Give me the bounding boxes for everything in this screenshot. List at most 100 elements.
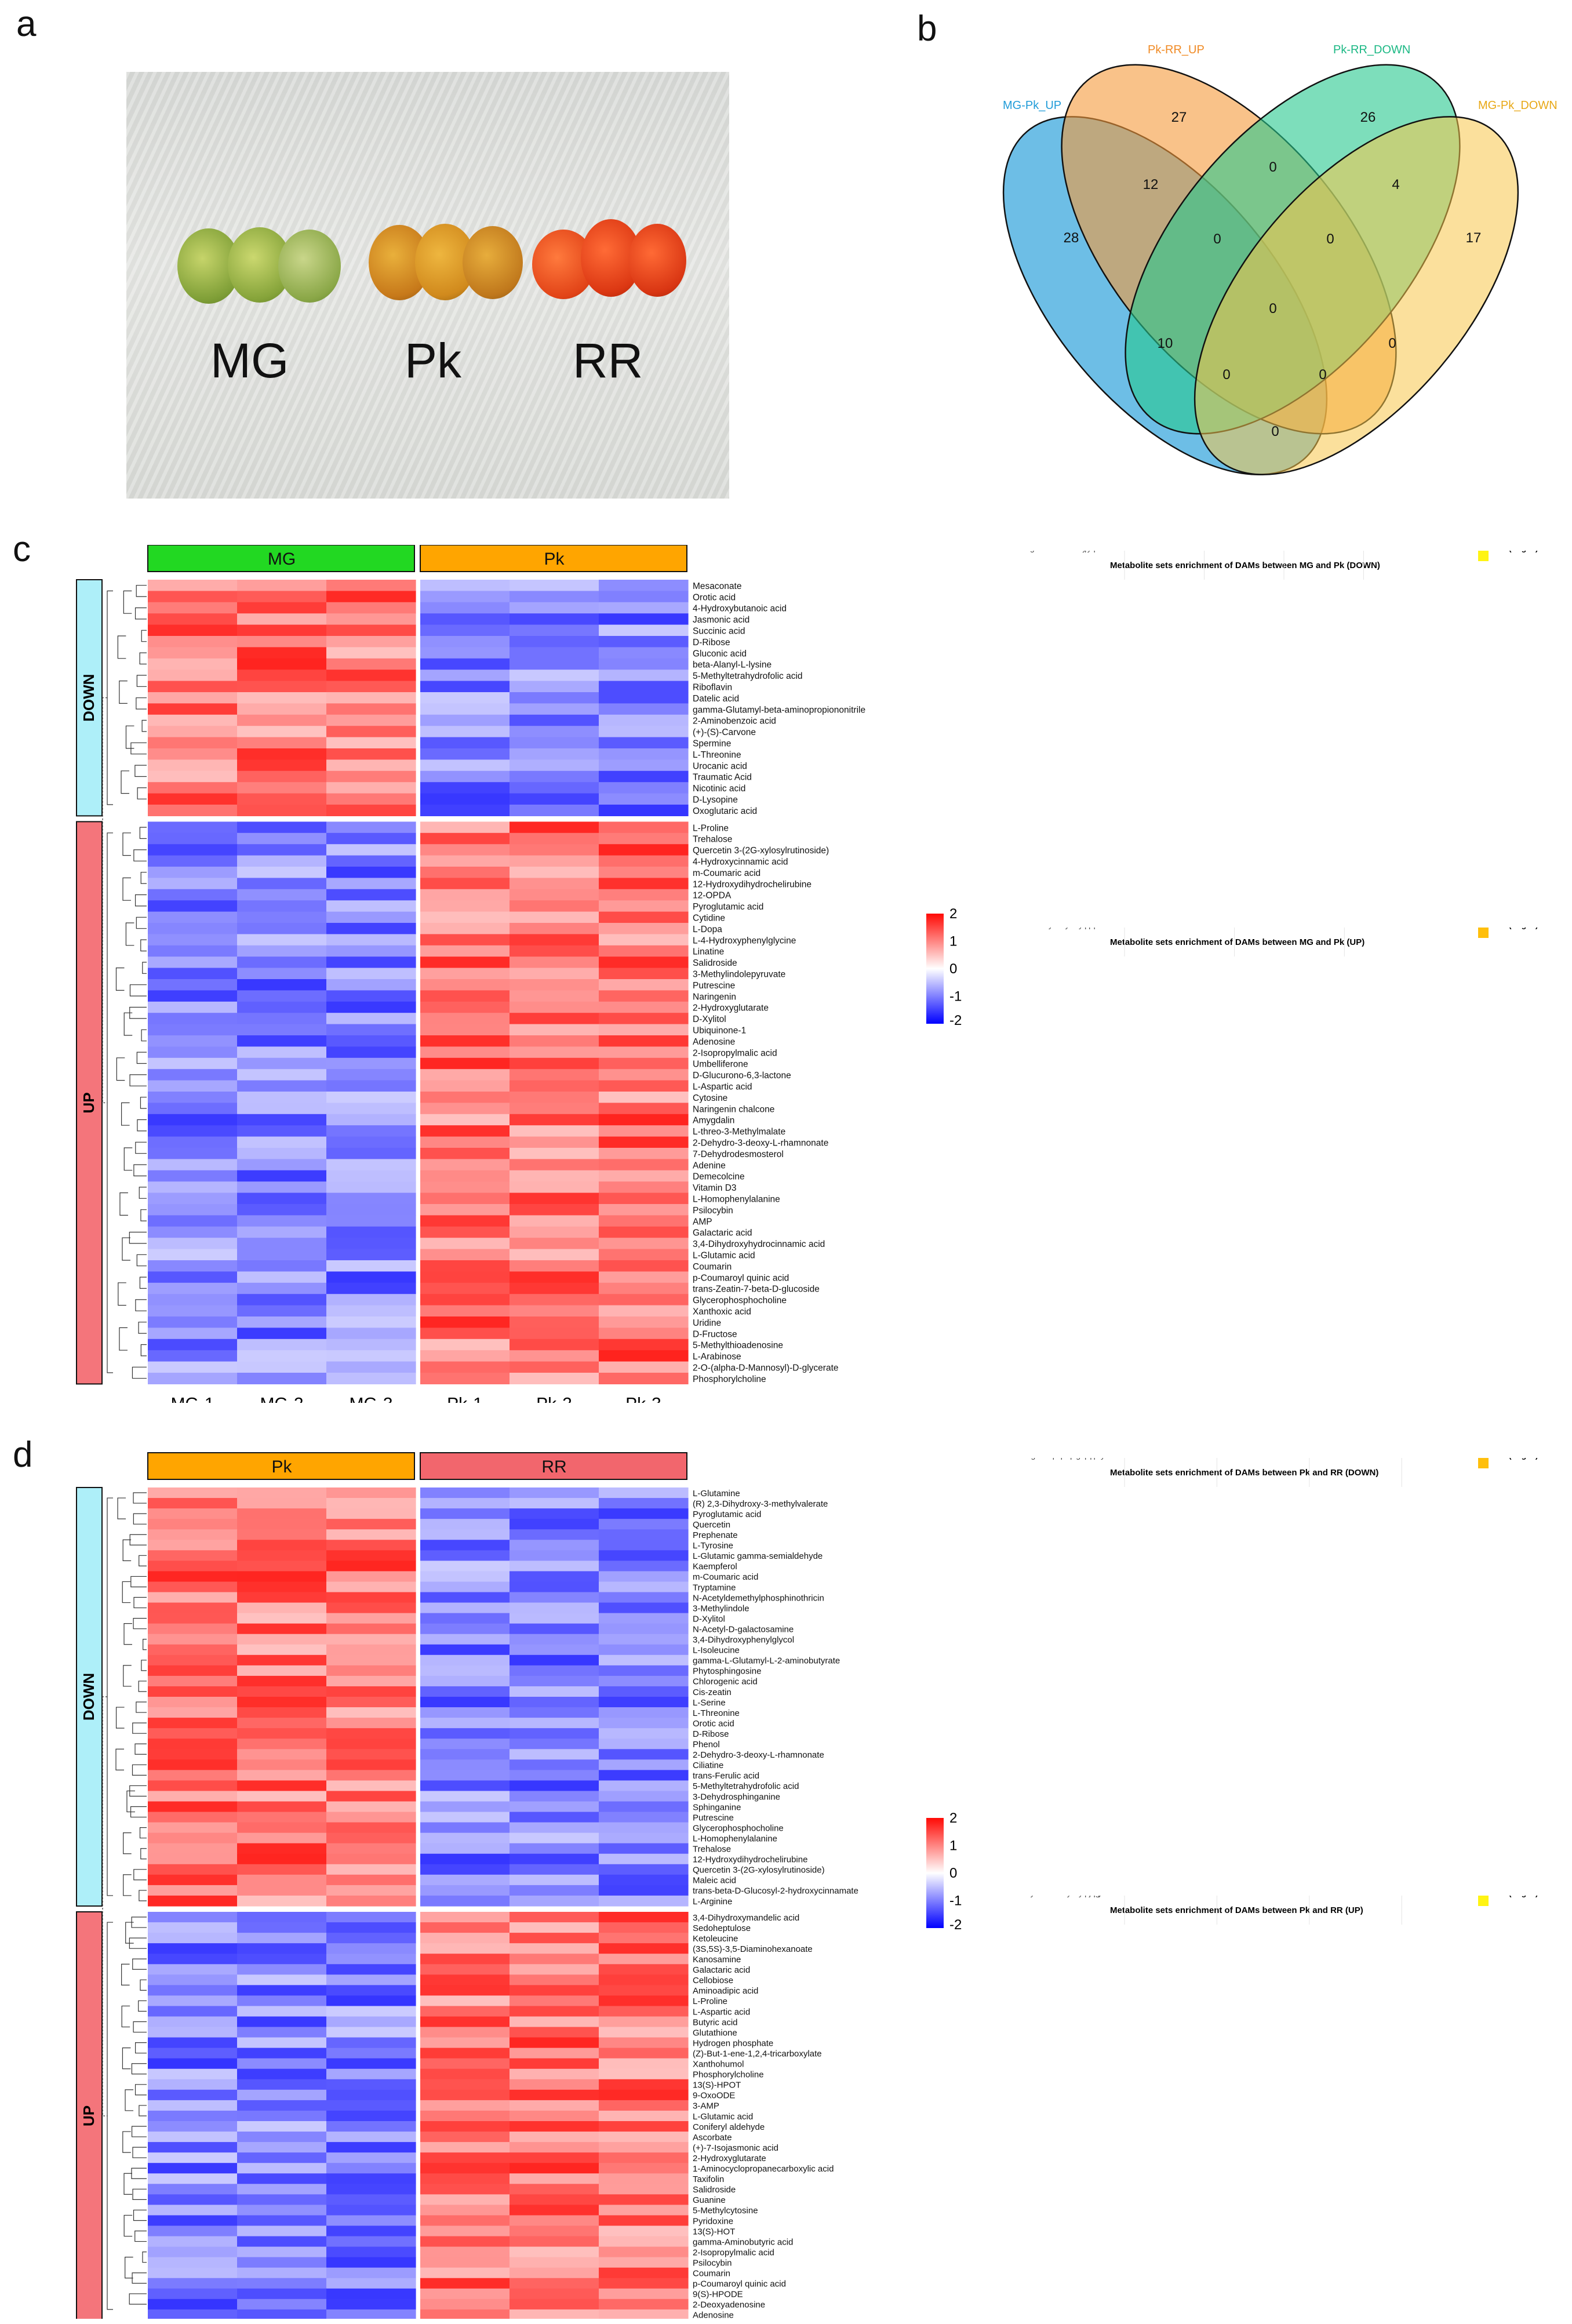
row-label: L-Dopa bbox=[693, 925, 722, 934]
heatmap-cell bbox=[148, 1226, 238, 1238]
heatmap-cell bbox=[326, 2173, 416, 2184]
category-label: Monosaccharides bbox=[1051, 551, 1115, 552]
row-label: (Z)-But-1-ene-1,2,4-tricarboxylate bbox=[693, 2049, 822, 2058]
heatmap-cell bbox=[510, 1148, 599, 1159]
heatmap-cell bbox=[237, 714, 327, 726]
heatmap-cell bbox=[599, 1843, 689, 1854]
dendrogram-branch bbox=[134, 2084, 147, 2096]
heatmap-cell bbox=[510, 2142, 599, 2153]
category-label: Aldehydes bbox=[1078, 1896, 1115, 1897]
dendrogram-branch bbox=[122, 1539, 132, 1561]
heatmap-cell bbox=[510, 2047, 599, 2059]
heatmap-cell bbox=[148, 2267, 238, 2279]
heatmap-cell bbox=[148, 1853, 238, 1865]
heatmap-cell bbox=[148, 658, 238, 670]
heatmap-cell bbox=[510, 1013, 599, 1025]
heatmap-cell bbox=[420, 1933, 510, 1944]
group-header-left bbox=[147, 1452, 415, 1480]
heatmap-cell bbox=[510, 1215, 599, 1227]
heatmap-cell bbox=[326, 1995, 416, 2007]
heatmap-cell bbox=[148, 2110, 238, 2122]
heatmap-cell bbox=[148, 1114, 238, 1126]
heatmap-cell bbox=[599, 2110, 689, 2122]
heatmap-cell bbox=[420, 1602, 510, 1614]
heatmap-cell bbox=[237, 748, 327, 760]
row-label: 2-Hydroxyglutarate bbox=[693, 1003, 769, 1013]
heatmap-cell bbox=[599, 855, 689, 867]
heatmap-cell bbox=[237, 1080, 327, 1092]
heatmap-cell bbox=[148, 1791, 238, 1802]
row-label: L-Arginine bbox=[693, 1897, 732, 1907]
row-label: L-threo-3-Methylmalate bbox=[693, 1127, 785, 1137]
heatmap-cell bbox=[237, 670, 327, 682]
heatmap-cell bbox=[326, 647, 416, 659]
heatmap-cell bbox=[599, 2089, 689, 2101]
heatmap-cell bbox=[237, 1954, 327, 1965]
heatmap-cell bbox=[599, 2100, 689, 2111]
heatmap-cell bbox=[237, 1215, 327, 1227]
heatmap-cell bbox=[237, 1057, 327, 1070]
heatmap-cell bbox=[420, 1136, 510, 1148]
heatmap-cell bbox=[599, 1282, 689, 1294]
photo-label-pk: Pk bbox=[405, 333, 462, 388]
row-label: Quercetin 3-(2G-xylosylrutinoside) bbox=[693, 846, 829, 856]
dendrogram-branch bbox=[140, 872, 147, 884]
row-label: Adenosine bbox=[693, 2311, 734, 2319]
heatmap-cell bbox=[599, 2215, 689, 2227]
heatmap-cell bbox=[237, 1024, 327, 1036]
heatmap-cell bbox=[599, 821, 689, 834]
heatmap-cell bbox=[237, 1943, 327, 1954]
heatmap-cell bbox=[599, 692, 689, 704]
heatmap-cell bbox=[599, 2163, 689, 2174]
heatmap-cell bbox=[326, 2037, 416, 2049]
heatmap-cell bbox=[420, 2089, 510, 2101]
heatmap-cell bbox=[599, 1749, 689, 1760]
heatmap-cell bbox=[237, 1780, 327, 1792]
row-label: L-Isoleucine bbox=[693, 1646, 740, 1656]
dendrogram-branch bbox=[139, 652, 147, 665]
heatmap-cell bbox=[420, 2037, 510, 2049]
row-label: Xanthohumol bbox=[693, 2060, 744, 2070]
heatmap-cell bbox=[510, 867, 599, 878]
dendrogram-branch bbox=[131, 2063, 147, 2075]
heatmap-cell bbox=[510, 1634, 599, 1645]
heatmap-cell bbox=[237, 1822, 327, 1834]
heatmap-cell bbox=[148, 1271, 238, 1283]
heatmap-cell bbox=[326, 1136, 416, 1148]
heatmap-cell bbox=[326, 624, 416, 637]
legend-label: 0.2 bbox=[1493, 1458, 1505, 1460]
heatmap-cell bbox=[148, 1592, 238, 1603]
heatmap-cell bbox=[237, 1282, 327, 1294]
heatmap-cell bbox=[599, 1832, 689, 1844]
row-label: Glutathione bbox=[693, 2028, 737, 2038]
row-label: (R) 2,3-Dihydroxy-3-methylvalerate bbox=[693, 1499, 828, 1509]
heatmap-cell bbox=[599, 793, 689, 805]
heatmap-cell bbox=[599, 714, 689, 726]
heatmap-cell bbox=[420, 1739, 510, 1750]
heatmap-cell bbox=[237, 1623, 327, 1635]
row-label: Cis-zeatin bbox=[693, 1687, 732, 1697]
heatmap-cell bbox=[510, 979, 599, 991]
heatmap-cell bbox=[148, 1770, 238, 1781]
category-label: Octadecanoids bbox=[1061, 1896, 1115, 1897]
heatmap-cell bbox=[237, 2058, 327, 2070]
legend-label: 0.25 bbox=[1493, 551, 1509, 552]
row-label: Maleic acid bbox=[693, 1876, 736, 1886]
heatmap-cell bbox=[148, 1092, 238, 1103]
row-label: L-Tyrosine bbox=[693, 1541, 733, 1551]
heatmap-cell bbox=[237, 911, 327, 923]
heatmap-cell bbox=[237, 1686, 327, 1697]
category-label: Sphingoid bases bbox=[1055, 1458, 1115, 1460]
heatmap-cell bbox=[326, 1843, 416, 1854]
dendrogram-branch bbox=[123, 2173, 132, 2195]
heatmap-cell bbox=[420, 2132, 510, 2143]
heatmap-cell bbox=[326, 1581, 416, 1593]
row-label: Prephenate bbox=[693, 1530, 738, 1540]
heatmap-cell bbox=[599, 2121, 689, 2132]
row-label: Quercetin bbox=[693, 1520, 730, 1530]
dendrogram-branch bbox=[136, 1254, 147, 1267]
heatmap-cell bbox=[510, 911, 599, 923]
heatmap-cell bbox=[148, 1373, 238, 1384]
category-label: Phenylacetic acids bbox=[1048, 1896, 1115, 1897]
category-label: Amino acids and peptides bbox=[1022, 551, 1115, 552]
